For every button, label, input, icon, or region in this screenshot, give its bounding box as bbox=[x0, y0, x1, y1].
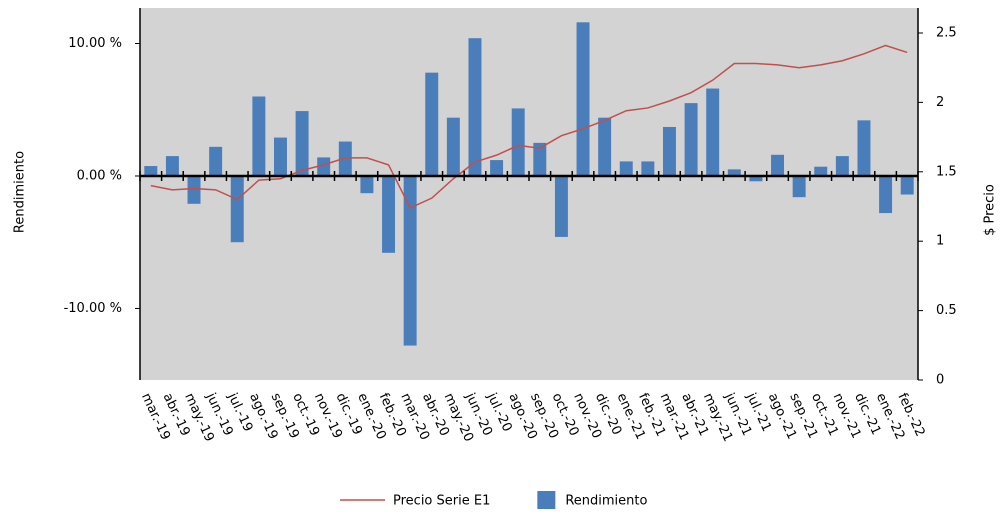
bar bbox=[295, 111, 309, 176]
y2-tick-label: 2 bbox=[936, 95, 944, 110]
bar bbox=[209, 146, 223, 176]
bar bbox=[317, 157, 331, 176]
bar bbox=[360, 175, 374, 194]
bar bbox=[187, 175, 201, 204]
bar bbox=[338, 141, 352, 176]
bar bbox=[144, 166, 158, 176]
bar bbox=[425, 72, 439, 176]
bar bbox=[554, 175, 568, 237]
bar bbox=[749, 175, 763, 182]
bar bbox=[835, 156, 849, 176]
y2-tick-label: 1.5 bbox=[936, 164, 957, 179]
bar bbox=[706, 88, 720, 176]
bar bbox=[511, 108, 525, 176]
bar bbox=[252, 96, 266, 176]
bar bbox=[576, 22, 590, 176]
bar bbox=[598, 117, 612, 176]
bar bbox=[230, 175, 244, 243]
bar bbox=[468, 38, 482, 176]
bar bbox=[382, 175, 396, 253]
bar bbox=[879, 175, 893, 214]
y2-tick-label: 1 bbox=[936, 234, 944, 249]
y-tick-label: -10.00 % bbox=[64, 301, 122, 316]
bar bbox=[814, 166, 828, 176]
bar bbox=[792, 175, 806, 198]
y-tick-label: 0.00 % bbox=[77, 168, 122, 183]
bar bbox=[684, 103, 698, 176]
y2-tick-label: 0 bbox=[936, 373, 944, 388]
bar bbox=[662, 126, 676, 176]
bar bbox=[490, 160, 504, 176]
bar bbox=[900, 175, 914, 195]
y2-tick-label: 2.5 bbox=[936, 25, 957, 40]
bar bbox=[403, 175, 417, 346]
bar bbox=[619, 161, 633, 176]
bar bbox=[165, 156, 179, 176]
bar bbox=[273, 137, 287, 176]
plot-area bbox=[140, 8, 918, 380]
line bbox=[150, 44, 908, 209]
bar bbox=[771, 154, 785, 176]
bar bbox=[446, 117, 460, 176]
bar bbox=[533, 142, 547, 176]
y2-tick-label: 0.5 bbox=[936, 303, 957, 318]
y-tick-label: 10.00 % bbox=[68, 36, 122, 51]
bar bbox=[727, 169, 741, 176]
legend-label: Precio Serie E1 bbox=[393, 494, 490, 509]
legend-label: Rendimiento bbox=[565, 494, 647, 509]
legend-swatch bbox=[537, 491, 556, 509]
bar bbox=[857, 120, 871, 176]
bar bbox=[641, 161, 655, 176]
y-axis-label: Rendimiento bbox=[13, 151, 28, 233]
y2-axis-label: $ Precio bbox=[983, 184, 998, 236]
